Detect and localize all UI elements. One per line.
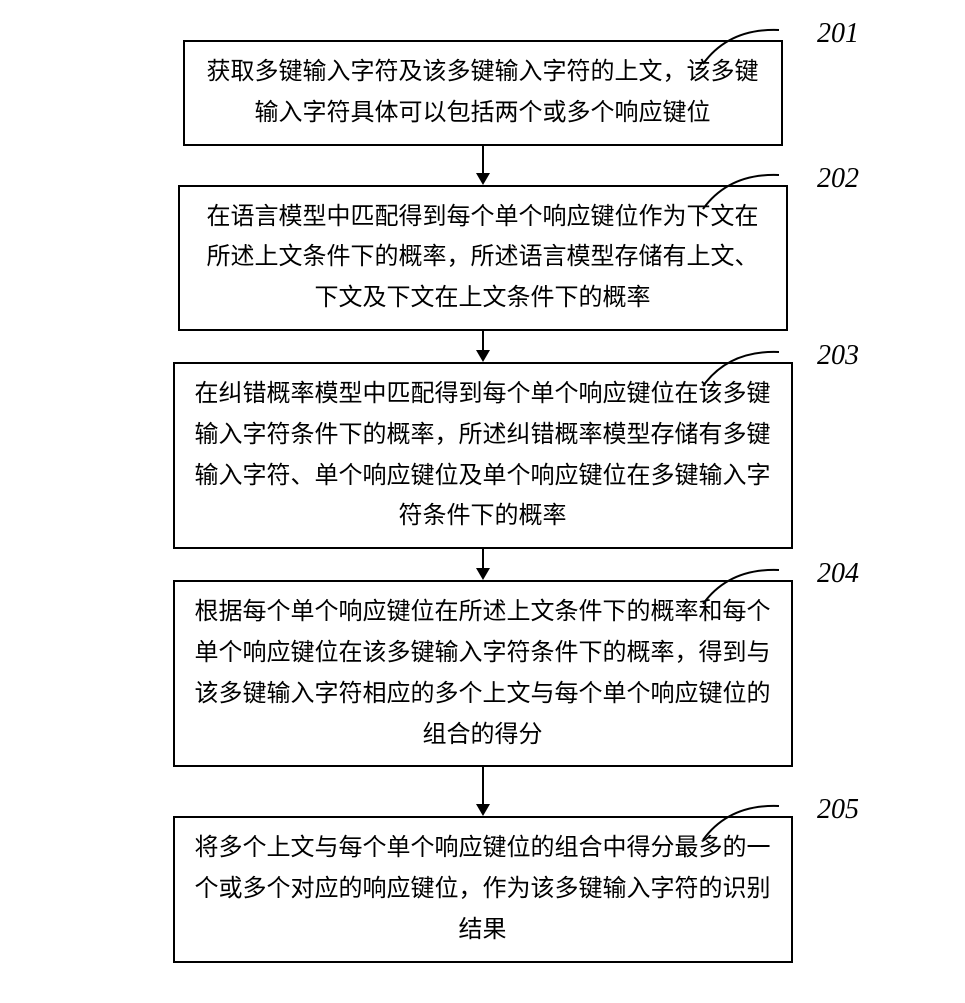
- step-box-203: 在纠错概率模型中匹配得到每个单个响应键位在该多键输入字符条件下的概率，所述纠错概…: [173, 362, 793, 549]
- step-label-204: 204: [817, 558, 859, 590]
- flowchart-container: 获取多键输入字符及该多键输入字符的上文，该多键输入字符具体可以包括两个或多个响应…: [60, 40, 905, 963]
- connector-arrow-icon: [476, 568, 490, 580]
- connector-201: [476, 146, 490, 185]
- connector-202: [476, 331, 490, 362]
- connector-arrow-icon: [476, 350, 490, 362]
- connector-line: [482, 331, 484, 351]
- step-wrapper-202: 在语言模型中匹配得到每个单个响应键位作为下文在所述上文条件下的概率，所述语言模型…: [60, 185, 905, 331]
- step-wrapper-205: 将多个上文与每个单个响应键位的组合中得分最多的一个或多个对应的响应键位，作为该多…: [60, 816, 905, 962]
- step-box-205: 将多个上文与每个单个响应键位的组合中得分最多的一个或多个对应的响应键位，作为该多…: [173, 816, 793, 962]
- step-box-201: 获取多键输入字符及该多键输入字符的上文，该多键输入字符具体可以包括两个或多个响应…: [183, 40, 783, 146]
- connector-203: [476, 549, 490, 580]
- label-curve-205: [701, 802, 781, 842]
- step-wrapper-203: 在纠错概率模型中匹配得到每个单个响应键位在该多键输入字符条件下的概率，所述纠错概…: [60, 362, 905, 549]
- connector-line: [482, 549, 484, 569]
- label-curve-203: [701, 348, 781, 388]
- connector-line: [482, 767, 484, 805]
- label-curve-201: [701, 26, 781, 66]
- step-label-202: 202: [817, 163, 859, 195]
- connector-arrow-icon: [476, 173, 490, 185]
- step-box-204: 根据每个单个响应键位在所述上文条件下的概率和每个单个响应键位在该多键输入字符条件…: [173, 580, 793, 767]
- connector-204: [476, 767, 490, 816]
- step-wrapper-201: 获取多键输入字符及该多键输入字符的上文，该多键输入字符具体可以包括两个或多个响应…: [60, 40, 905, 146]
- step-label-205: 205: [817, 794, 859, 826]
- step-wrapper-204: 根据每个单个响应键位在所述上文条件下的概率和每个单个响应键位在该多键输入字符条件…: [60, 580, 905, 767]
- step-label-201: 201: [817, 18, 859, 50]
- label-curve-204: [701, 566, 781, 606]
- step-label-203: 203: [817, 340, 859, 372]
- connector-line: [482, 146, 484, 174]
- label-curve-202: [701, 171, 781, 211]
- connector-arrow-icon: [476, 804, 490, 816]
- step-box-202: 在语言模型中匹配得到每个单个响应键位作为下文在所述上文条件下的概率，所述语言模型…: [178, 185, 788, 331]
